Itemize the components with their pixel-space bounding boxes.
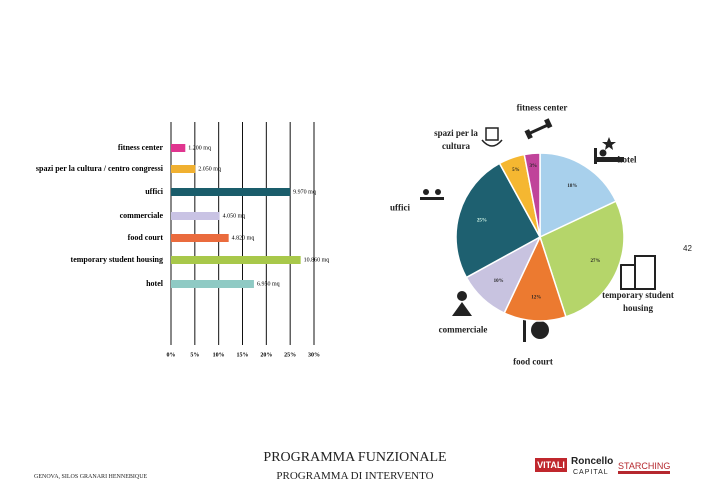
y-tick-label: commerciale bbox=[120, 211, 164, 220]
pie-slice bbox=[523, 152, 541, 238]
x-tick-label: 20% bbox=[260, 352, 272, 358]
y-tick-label: hotel bbox=[146, 279, 164, 288]
data-label: 6.950 mq bbox=[257, 281, 280, 287]
page-number: 42 bbox=[683, 244, 692, 253]
slice-label: hotel bbox=[617, 154, 637, 165]
bar bbox=[171, 234, 229, 242]
y-tick-label: fitness center bbox=[118, 143, 164, 152]
footer-location: GENOVA, SILOS GRANARI HENNEBIQUE bbox=[34, 474, 148, 480]
y-tick-label: uffici bbox=[145, 187, 164, 196]
y-tick-label: temporary student housing bbox=[71, 255, 163, 264]
data-label: 10% bbox=[494, 279, 504, 284]
x-tick-label: 10% bbox=[213, 352, 225, 358]
data-label: 5% bbox=[512, 168, 520, 173]
x-tick-label: 15% bbox=[237, 352, 249, 358]
pie-slice bbox=[503, 234, 567, 322]
footer-subtitle: PROGRAMMA DI INTERVENTO bbox=[276, 470, 434, 482]
y-tick-label: spazi per la cultura / centro congressi bbox=[36, 164, 164, 173]
slice-label: fitness center bbox=[516, 102, 568, 113]
data-label: 10.860 mq bbox=[304, 257, 330, 263]
footer-title: PROGRAMMA FUNZIONALE bbox=[263, 450, 447, 465]
slice-label: temporary student housing bbox=[602, 290, 674, 313]
slice-label: food court bbox=[513, 356, 553, 367]
data-label: 12% bbox=[531, 296, 541, 301]
slice-label: uffici bbox=[390, 202, 410, 213]
data-label: 27% bbox=[591, 259, 601, 264]
x-tick-label: 5% bbox=[190, 352, 199, 358]
y-tick-label: food court bbox=[128, 233, 164, 242]
x-tick-label: 0% bbox=[167, 352, 176, 358]
pie-slice bbox=[539, 152, 618, 239]
bar bbox=[171, 256, 301, 264]
logo: STARCHING bbox=[618, 461, 671, 474]
logo: CAPITAL bbox=[573, 469, 609, 476]
data-label: 25% bbox=[477, 218, 487, 223]
data-label: 4.050 mq bbox=[223, 213, 246, 219]
bar bbox=[171, 165, 196, 173]
slice-label: commerciale bbox=[438, 324, 488, 335]
pie-slice bbox=[455, 162, 542, 279]
bar bbox=[171, 144, 186, 152]
data-label: 4.820 mq bbox=[232, 235, 255, 241]
logo: VITALI bbox=[535, 458, 567, 472]
data-label: 3% bbox=[530, 164, 538, 169]
slice-label: spazi per la cultura bbox=[434, 128, 478, 151]
bar bbox=[171, 212, 220, 220]
data-label: 1.200 mq bbox=[188, 145, 211, 151]
icons bbox=[420, 118, 656, 342]
bar bbox=[171, 280, 254, 288]
data-label: 2.050 mq bbox=[198, 166, 221, 172]
bar bbox=[171, 188, 291, 196]
pie-slice bbox=[539, 200, 625, 318]
data-label: 9.970 mq bbox=[293, 189, 316, 195]
x-tick-label: 25% bbox=[284, 352, 296, 358]
x-tick-label: 30% bbox=[308, 352, 320, 358]
logo: Roncello bbox=[571, 456, 614, 467]
data-label: 18% bbox=[567, 184, 577, 189]
